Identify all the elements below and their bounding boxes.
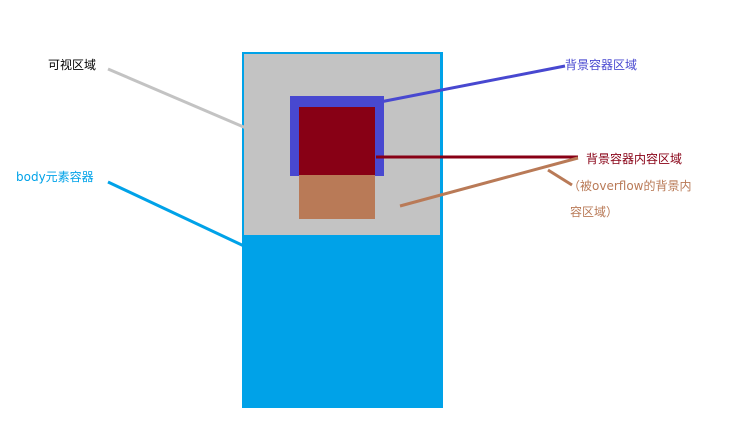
- overflow-content-label-line1: （被overflow的背景内: [568, 179, 692, 193]
- overflow-label-leader-line: [547, 168, 573, 187]
- overflow-content-area: [299, 172, 375, 219]
- viewport-label: 可视区域: [48, 58, 97, 72]
- body-container-label: body元素容器: [16, 170, 94, 184]
- background-content-area: [299, 107, 375, 175]
- overflow-content-label-line2: 容区域）: [570, 205, 619, 219]
- overflow-content-leader-line: [399, 156, 579, 208]
- background-container-label: 背景容器区域: [565, 58, 638, 72]
- viewport-leader-line: [107, 67, 247, 130]
- background-container-leader-line: [379, 64, 566, 104]
- body-container-leader-line: [107, 180, 245, 248]
- background-content-label: 背景容器内容区域: [586, 152, 683, 166]
